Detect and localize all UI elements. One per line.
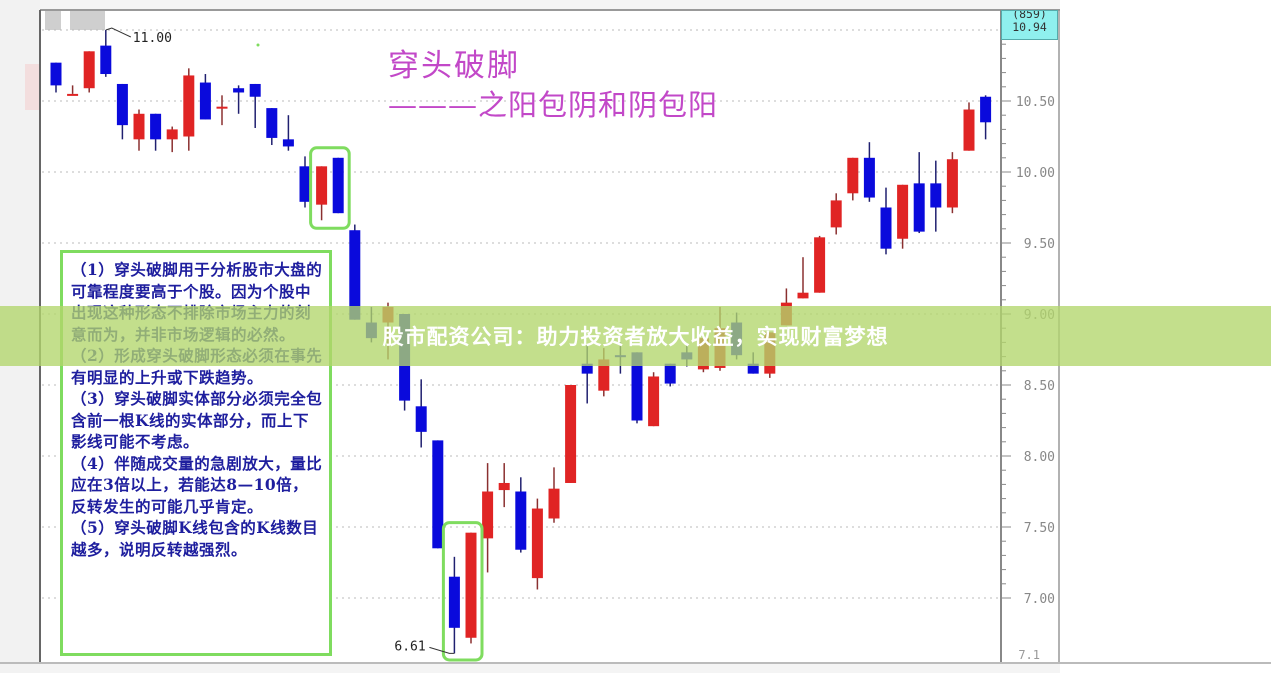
- chart-title: 穿头破脚: [388, 48, 520, 84]
- candle-up: [847, 157, 859, 194]
- candle-down: [332, 157, 344, 214]
- candle-up: [548, 488, 560, 519]
- edge-mark: [25, 64, 40, 110]
- price-box-value: 10.94: [1012, 20, 1047, 34]
- candle-up: [946, 159, 958, 208]
- candle-up: [830, 200, 842, 228]
- candle-down: [863, 157, 875, 198]
- candle-down: [747, 363, 759, 374]
- candle-up: [498, 482, 510, 491]
- candle-down: [266, 108, 278, 138]
- candle-down: [233, 88, 245, 93]
- high-annotation: 11.00: [133, 31, 172, 46]
- low-annotation: 6.61: [394, 639, 425, 654]
- candle-down: [515, 491, 527, 550]
- current-price-box: (859) 10.94: [1001, 10, 1058, 40]
- candle-down: [199, 82, 211, 120]
- candle-down: [299, 166, 311, 202]
- chart-subtitle: ———之阳包阴和阴包阳: [388, 88, 719, 122]
- candle-up: [598, 359, 610, 391]
- candle-down: [581, 363, 593, 374]
- candle-up: [963, 109, 975, 151]
- blurred-watermark: [70, 10, 105, 30]
- y-tick-label: 10.00: [1016, 166, 1055, 181]
- annotation-leader: [105, 27, 132, 38]
- candle-down: [100, 45, 112, 75]
- candle-up: [67, 93, 79, 96]
- note-4: （4）伴随成交量的急剧放大，量比应在3倍以上，若能达8—10倍，反转发生的可能几…: [71, 453, 323, 516]
- candle-down: [664, 363, 676, 384]
- candle-down: [913, 183, 925, 232]
- candle-up: [316, 166, 328, 205]
- candle-up: [814, 237, 826, 293]
- candle-down: [150, 113, 162, 140]
- candle-down: [880, 207, 892, 249]
- candle-down: [50, 62, 62, 86]
- candle-down: [282, 139, 294, 147]
- candle-up: [797, 292, 809, 299]
- candle-down: [631, 352, 643, 421]
- candle-up: [216, 106, 228, 109]
- candle-up: [482, 491, 494, 539]
- pattern-highlight-box: [309, 146, 351, 230]
- pattern-highlight-box: [441, 521, 484, 662]
- banner-text: 股市配资公司：助力投资者放大收益，实现财富梦想: [382, 325, 889, 349]
- candle-up: [465, 532, 477, 638]
- overlay-banner: 股市配资公司：助力投资者放大收益，实现财富梦想: [0, 306, 1271, 366]
- candle-down: [349, 230, 361, 320]
- y-tick-label: 7.50: [1024, 521, 1055, 536]
- y-tick-label: 10.50: [1016, 95, 1055, 110]
- candle-down: [448, 576, 460, 628]
- candle-up: [897, 184, 909, 239]
- candle-down: [930, 183, 942, 208]
- y-tick-label: 8.00: [1024, 450, 1055, 465]
- y-tick-label: 8.50: [1024, 379, 1055, 394]
- stray-dot: [256, 43, 260, 47]
- note-3: （3）穿头破脚实体部分必须完全包含前一根K线的实体部分，而上下影线可能不考虑。: [71, 389, 323, 451]
- candle-up: [83, 51, 95, 89]
- y-tick-label: 7.00: [1024, 592, 1055, 607]
- candle-up: [531, 508, 543, 579]
- candle-up: [565, 385, 577, 483]
- note-5: （5）穿头破脚K线包含的K线数目越多，说明反转越强烈。: [71, 518, 319, 559]
- price-box-code: (859): [1012, 10, 1047, 21]
- annotation-leader: [429, 646, 455, 654]
- blurred-watermark: [45, 10, 61, 30]
- candle-down: [249, 83, 261, 97]
- candle-up: [166, 129, 178, 140]
- candle-down: [116, 83, 128, 126]
- candle-down: [432, 440, 444, 549]
- candle-down: [415, 406, 427, 432]
- candle-up: [133, 113, 145, 140]
- y-tick-label: 9.50: [1024, 237, 1055, 252]
- candle-up: [183, 75, 195, 137]
- y-tick-label-partial: 7.1: [1018, 648, 1040, 662]
- candle-down: [980, 96, 992, 123]
- candle-up: [648, 376, 660, 427]
